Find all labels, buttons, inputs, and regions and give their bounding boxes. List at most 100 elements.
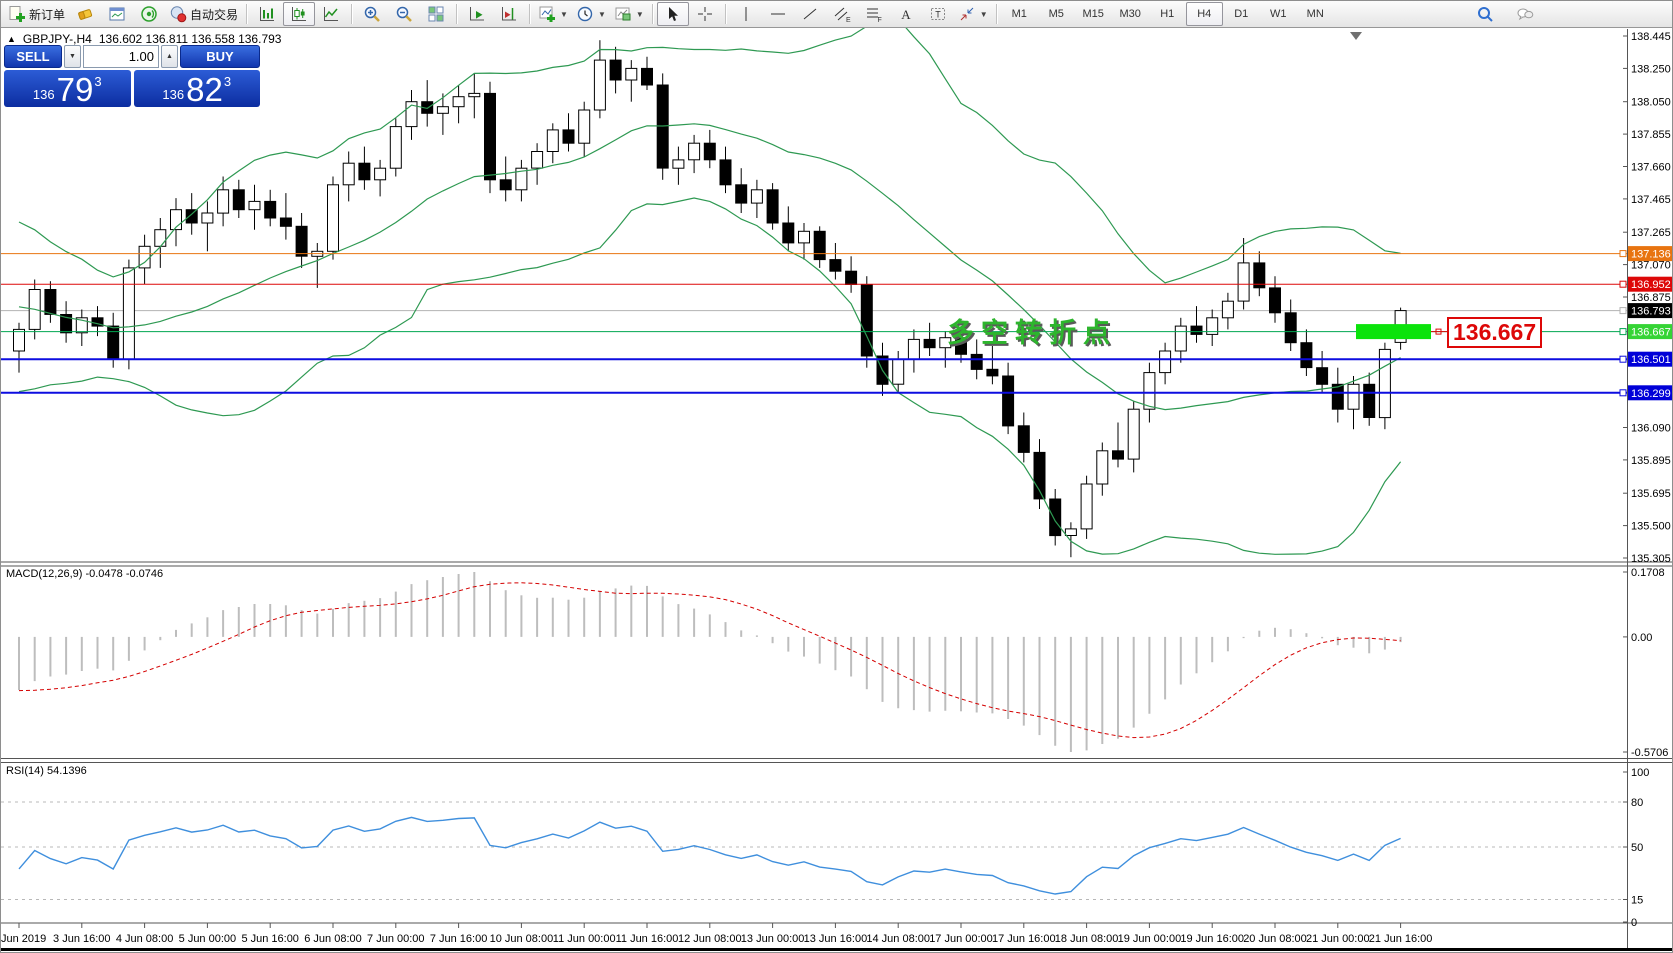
textA-icon: A [901, 7, 911, 22]
svg-text:138.445: 138.445 [1631, 31, 1671, 43]
dropdown-arrow-icon: ▼ [635, 9, 644, 19]
buy-price-sup: 3 [223, 74, 232, 89]
autotrade-icon [170, 6, 187, 23]
svg-text:136.501: 136.501 [1631, 354, 1671, 366]
svg-text:0.00: 0.00 [1631, 632, 1652, 644]
svg-text:50: 50 [1631, 842, 1643, 854]
auto-trading-button[interactable]: 自动交易 [165, 2, 242, 26]
svg-text:3 Jun 2019: 3 Jun 2019 [1, 933, 46, 945]
toolbar-separator [456, 4, 458, 24]
zoomout-icon [396, 6, 412, 22]
timeframe-h1-button[interactable]: H1 [1160, 8, 1175, 20]
svg-text:T: T [935, 10, 941, 20]
timeframe-m30-button[interactable]: M30 [1119, 8, 1141, 20]
new-order-button[interactable]: 新订单 [4, 2, 69, 26]
svg-text:21 Jun 00:00: 21 Jun 00:00 [1306, 933, 1370, 945]
turning-point-annotation[interactable]: 多空转折点 [947, 318, 1117, 348]
candlestick-mode-button[interactable] [283, 2, 316, 26]
search-button[interactable] [1469, 2, 1501, 26]
indicators-button[interactable]: ▼ [534, 2, 572, 26]
market-signal-button[interactable] [133, 2, 165, 26]
dropdown-arrow-icon: ▼ [979, 9, 988, 19]
svg-text:135.305: 135.305 [1631, 553, 1671, 565]
svg-text:11 Jun 16:00: 11 Jun 16:00 [616, 933, 679, 945]
svg-text:7 Jun 16:00: 7 Jun 16:00 [430, 933, 488, 945]
auto-scroll-button[interactable] [461, 2, 493, 26]
svg-text:0: 0 [1631, 917, 1637, 929]
svg-text:137.855: 137.855 [1631, 129, 1671, 141]
equidistant-channel-button[interactable]: E [826, 2, 858, 26]
svg-text:A: A [901, 7, 911, 22]
toolbar-separator [995, 4, 997, 24]
timeframe-m1-button[interactable]: M1 [1011, 8, 1027, 20]
svg-text:5 Jun 00:00: 5 Jun 00:00 [179, 933, 237, 945]
line-chart-mode-button[interactable] [315, 2, 347, 26]
chart-profile-button[interactable] [101, 2, 133, 26]
symbol-period-label: GBPJPY-,H4 [22, 32, 92, 46]
fibonacci-retracement-button[interactable]: F [858, 2, 890, 26]
templates-button[interactable]: ▼ [610, 2, 648, 26]
arrows-icon [960, 7, 974, 21]
candle-icon [292, 7, 307, 21]
svg-text:135.895: 135.895 [1631, 455, 1671, 467]
collapse-panel-toggle[interactable]: ▲ [7, 34, 16, 44]
volume-down-button[interactable]: ▼ [64, 45, 81, 68]
sell-price-display[interactable]: 136 79 3 [4, 70, 131, 107]
bars-icon [260, 7, 275, 21]
svg-text:0.1708: 0.1708 [1631, 567, 1665, 579]
svg-text:100: 100 [1631, 767, 1649, 779]
cursor-button[interactable] [656, 2, 689, 26]
chart-shift-button[interactable] [493, 2, 525, 26]
crosshair-button[interactable] [689, 2, 721, 26]
horizontal-line-button[interactable] [762, 2, 794, 26]
svg-text:6 Jun 08:00: 6 Jun 08:00 [304, 933, 362, 945]
rsi-label: RSI(14) 54.1396 [6, 765, 87, 777]
tile-windows-button[interactable] [420, 2, 452, 26]
svg-text:137.465: 137.465 [1631, 194, 1671, 206]
bar-chart-mode-button[interactable] [251, 2, 283, 26]
timeframe-m5-button[interactable]: M5 [1048, 8, 1064, 20]
buy-button[interactable]: BUY [180, 45, 260, 68]
arrows-button[interactable]: ▼ [954, 2, 992, 26]
svg-text:15: 15 [1631, 895, 1643, 907]
text-button[interactable]: A [890, 2, 922, 26]
sell-button[interactable]: SELL [4, 45, 62, 68]
dropdown-arrow-icon: ▼ [597, 9, 606, 19]
svg-text:80: 80 [1631, 797, 1643, 809]
svg-text:17 Jun 16:00: 17 Jun 16:00 [992, 933, 1056, 945]
timeframe-w1-button[interactable]: W1 [1269, 8, 1287, 20]
svg-text:19 Jun 16:00: 19 Jun 16:00 [1180, 933, 1244, 945]
periods-button[interactable]: ▼ [572, 2, 610, 26]
buy-price-prefix: 136 [162, 87, 185, 102]
zoom-out-button[interactable] [388, 2, 420, 26]
buy-price-display[interactable]: 136 82 3 [133, 70, 260, 107]
indicator-icon [539, 6, 556, 22]
zoom-in-button[interactable] [356, 2, 388, 26]
autoscroll-icon [470, 7, 485, 21]
svg-text:136.090: 136.090 [1631, 423, 1671, 435]
chat-button[interactable] [1509, 2, 1541, 26]
toolbar-separator [651, 4, 653, 24]
text-label-button[interactable]: T [922, 2, 954, 26]
timeframe-mn-button[interactable]: MN [1306, 8, 1324, 20]
toolbar-separator [724, 4, 726, 24]
trendline-button[interactable] [794, 2, 826, 26]
svg-text:17 Jun 00:00: 17 Jun 00:00 [929, 933, 993, 945]
hline-icon [770, 13, 785, 15]
sell-price-prefix: 136 [32, 87, 55, 102]
charts-eraser-button[interactable] [69, 2, 101, 26]
vertical-line-button[interactable] [730, 2, 762, 26]
svg-text:138.050: 138.050 [1631, 97, 1671, 109]
timeframe-h4-button[interactable]: H4 [1185, 2, 1223, 26]
volume-up-button[interactable]: ▲ [161, 45, 178, 68]
svg-text:10 Jun 08:00: 10 Jun 08:00 [490, 933, 554, 945]
chat-icon [1517, 8, 1534, 21]
svg-text:19 Jun 00:00: 19 Jun 00:00 [1118, 933, 1182, 945]
zoomin-icon [364, 6, 380, 22]
timeframe-d1-button[interactable]: D1 [1234, 8, 1249, 20]
price-callout-box[interactable]: 136.667 [1447, 317, 1543, 348]
volume-input[interactable] [83, 45, 159, 68]
timeframe-m15-button[interactable]: M15 [1082, 8, 1104, 20]
